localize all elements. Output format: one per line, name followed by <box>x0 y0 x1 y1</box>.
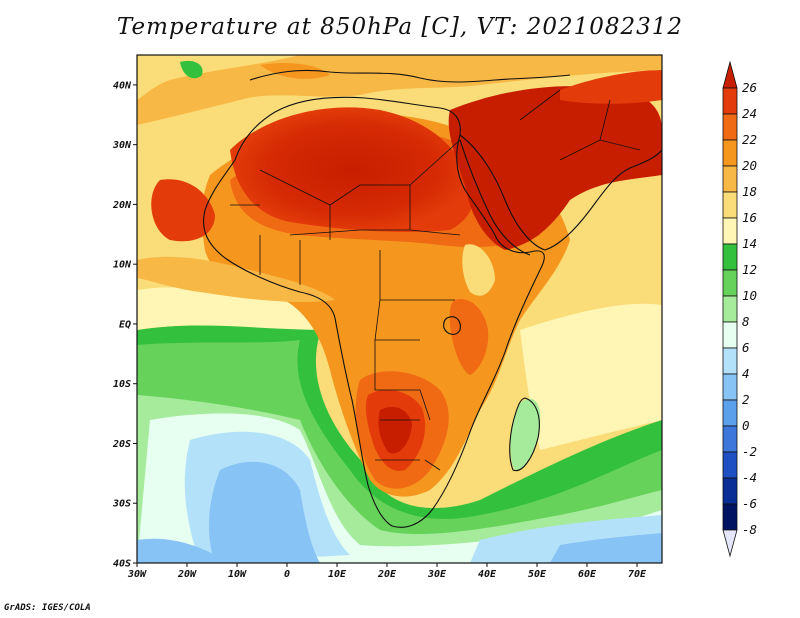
colorbar-segment <box>722 295 738 323</box>
colorbar-segment <box>722 399 738 427</box>
colorbar-segment <box>722 477 738 505</box>
map-title: Temperature at 850hPa [C], VT: 202108231… <box>116 14 684 40</box>
colorbar-segment <box>722 503 738 531</box>
colorbar-label: 24 <box>742 106 757 121</box>
colorbar-label: 18 <box>742 184 757 199</box>
y-axis: 40N 30N 20N 10N EQ 10S 20S 30S 40S <box>112 80 137 570</box>
colorbar-label: 20 <box>742 158 757 173</box>
colorbar-segment <box>722 87 738 115</box>
y-tick-label: 30N <box>112 140 132 151</box>
colorbar-label: -8 <box>742 522 757 537</box>
x-tick-label: 10W <box>228 569 247 580</box>
colorbar-segment <box>722 191 738 219</box>
footer-credit: GrADS: IGES/COLA <box>4 603 91 613</box>
x-tick-label: 20W <box>177 569 197 580</box>
colorbar-label: -4 <box>742 470 757 485</box>
colorbar-label: 8 <box>742 314 750 329</box>
lake-victoria-outline <box>443 316 461 335</box>
colorbar-label: 16 <box>742 210 757 225</box>
y-tick-label: EQ <box>119 319 131 330</box>
colorbar-segment <box>722 451 738 479</box>
x-tick-label: 0 <box>284 569 290 580</box>
colorbar-segment <box>722 425 738 453</box>
y-tick-label: 40S <box>113 559 131 570</box>
red-sea-coast <box>459 139 531 256</box>
mediterranean-north-coast <box>249 69 571 83</box>
x-axis: 30W 20W 10W 0 10E 20E 30E 40E 50E 60E 70E <box>127 563 647 580</box>
temperature-field <box>137 55 662 563</box>
x-tick-label: 70E <box>628 569 647 580</box>
x-tick-label: 30W <box>127 569 147 580</box>
y-tick-label: 10N <box>113 260 132 271</box>
madagascar-outline <box>509 397 540 472</box>
y-tick-label: 20S <box>112 439 131 450</box>
colorbar-segment <box>722 373 738 401</box>
colorbar-label: 22 <box>742 132 757 147</box>
border-lines <box>230 89 641 471</box>
y-tick-label: 20N <box>112 200 132 211</box>
x-tick-label: 20E <box>377 569 397 580</box>
colorbar-label: 6 <box>742 340 750 355</box>
colorbar-segment <box>722 269 738 297</box>
colorbar-label: -6 <box>742 496 757 511</box>
colorbar-segment <box>722 347 738 375</box>
colorbar-label: 2 <box>742 392 750 407</box>
y-tick-label: 10S <box>113 379 131 390</box>
x-tick-label: 10E <box>328 569 347 580</box>
colorbar-label: 10 <box>742 288 757 303</box>
colorbar-segment <box>722 321 738 349</box>
map-frame <box>136 54 663 564</box>
x-tick-label: 50E <box>528 569 547 580</box>
arabia-coastline <box>459 134 662 251</box>
y-tick-label: 40N <box>113 80 132 91</box>
colorbar-segment <box>722 113 738 141</box>
colorbar-label: 12 <box>742 262 757 277</box>
colorbar-segment <box>722 165 738 193</box>
colorbar-label: 4 <box>742 366 750 381</box>
x-tick-label: 40E <box>478 569 497 580</box>
y-tick-label: 30S <box>112 499 131 510</box>
colorbar-segment <box>722 139 738 167</box>
colorbar-label: -2 <box>742 444 757 459</box>
colorbar-label: 26 <box>742 80 757 95</box>
colorbar-segment <box>722 243 738 271</box>
colorbar-segment <box>722 217 738 245</box>
africa-coastline <box>203 96 545 528</box>
x-tick-label: 30E <box>427 569 447 580</box>
coastline-outline <box>203 69 662 528</box>
colorbar-label: 14 <box>742 236 757 251</box>
colorbar-label: 0 <box>742 418 750 433</box>
colorbar-bottom-arrow <box>722 529 738 558</box>
x-tick-label: 60E <box>578 569 597 580</box>
colorbar-top-arrow <box>722 60 738 89</box>
